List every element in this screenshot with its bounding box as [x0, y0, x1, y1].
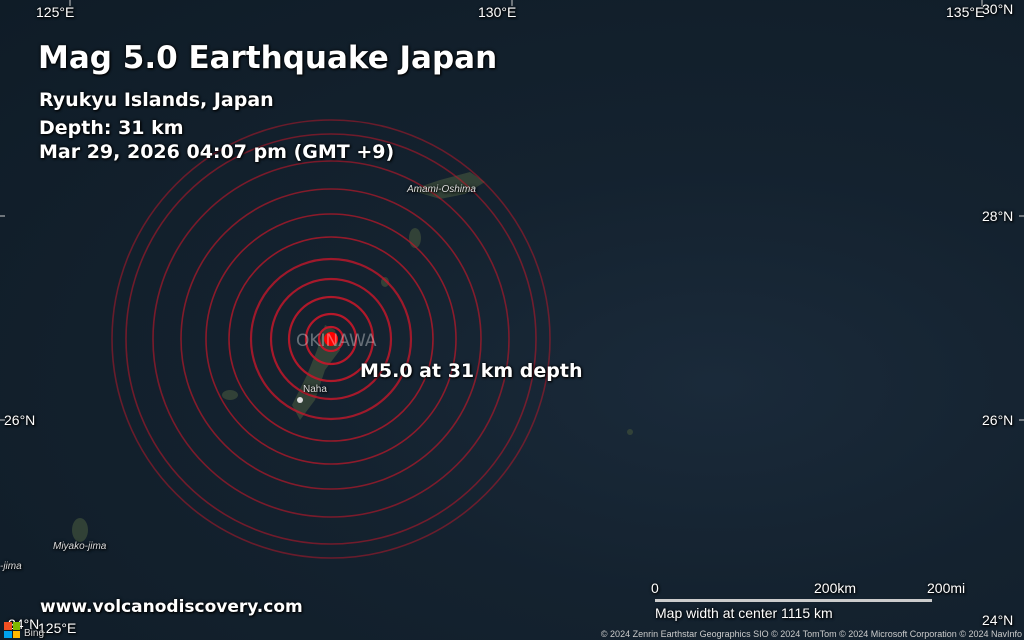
- place-miyako-jima: Miyako-jima: [53, 541, 107, 552]
- intensity-ring: [249, 257, 413, 421]
- place-naha: Naha: [303, 384, 327, 395]
- quake-label: M5.0 at 31 km depth: [360, 360, 583, 382]
- scale-mi: 200mi: [927, 580, 966, 596]
- intensity-ring: [317, 325, 345, 353]
- intensity-ring: [269, 277, 393, 401]
- epicenter-marker[interactable]: [324, 332, 338, 346]
- intensity-ring: [228, 236, 434, 442]
- place-ishigaki-jima: -jima: [0, 561, 22, 572]
- place-okinawa: OKINAWA: [296, 331, 377, 351]
- lat-tick-24-right: 24°N: [982, 612, 1014, 628]
- intensity-ring: [111, 119, 551, 559]
- lat-tick-30: 30°N: [982, 1, 1014, 17]
- datetime-text: Mar 29, 2026 04:07 pm (GMT +9): [39, 141, 395, 163]
- lon-tick-130: 130°E: [478, 4, 517, 20]
- intensity-ring: [180, 188, 482, 490]
- page-title: Mag 5.0 Earthquake Japan: [38, 40, 498, 76]
- lat-tick-26-left: 26°N: [4, 412, 36, 428]
- depth-text: Depth: 31 km: [39, 117, 184, 139]
- site-link[interactable]: www.volcanodiscovery.com: [40, 597, 303, 617]
- lat-tick-28: 28°N: [982, 208, 1014, 224]
- microsoft-logo-icon: [4, 622, 20, 638]
- scale-bar: [655, 599, 932, 602]
- graticule-ticks: [0, 0, 1024, 421]
- islands: [72, 172, 633, 542]
- scale-zero: 0: [651, 580, 659, 596]
- intensity-ring: [287, 295, 375, 383]
- intensity-ring: [205, 213, 457, 465]
- bing-logo: Bing: [24, 628, 45, 639]
- intensity-ring: [152, 160, 510, 518]
- copyright-text: © 2024 Zenrin Earthstar Geographics SIO …: [600, 629, 1022, 639]
- map-width-text: Map width at center 1115 km: [655, 605, 833, 621]
- scale-km: 200km: [814, 580, 857, 596]
- intensity-ring: [125, 133, 537, 545]
- intensity-ring: [304, 312, 358, 366]
- lon-tick-135: 135°E: [946, 4, 985, 20]
- intensity-rings: [111, 119, 551, 559]
- region-text: Ryukyu Islands, Japan: [39, 89, 274, 111]
- lon-tick-125-bottom: 125°E: [38, 620, 77, 636]
- lat-tick-26-right: 26°N: [982, 412, 1014, 428]
- lon-tick-125: 125°E: [36, 4, 75, 20]
- naha-city-dot: [297, 397, 303, 403]
- place-amami-oshima: Amami-Oshima: [407, 184, 476, 195]
